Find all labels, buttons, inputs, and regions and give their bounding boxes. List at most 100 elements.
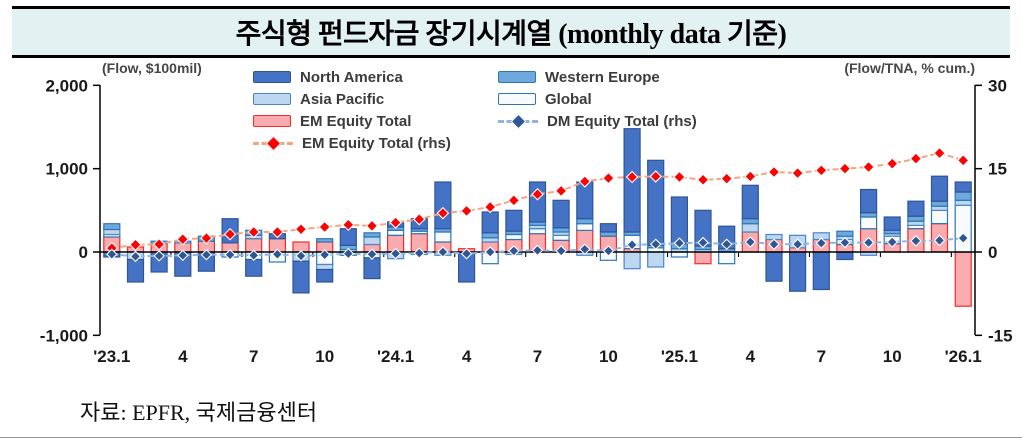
- bottom-divider: [0, 437, 1022, 438]
- dm_rhs-diamond-marker: [791, 238, 804, 250]
- em_rhs-diamond-marker: [649, 170, 663, 183]
- dm_rhs-diamond-marker: [508, 245, 520, 257]
- dm_rhs-diamond-marker: [484, 246, 496, 258]
- bar-segment-na: [859, 188, 878, 214]
- dm_rhs-diamond-marker: [555, 245, 567, 257]
- left-axis-tick-label: 2,000: [45, 76, 88, 95]
- bar-segment-ap: [907, 220, 925, 226]
- bar-segment-na: [245, 258, 263, 277]
- em_rhs-diamond-marker: [436, 206, 450, 220]
- right-axis-unit-label: (Flow/TNA, % cum.): [844, 60, 975, 76]
- em_rhs-diamond-marker: [389, 216, 402, 229]
- dm_rhs-diamond-marker: [366, 248, 378, 260]
- bar-segment-em: [954, 251, 972, 307]
- em_rhs-diamond-marker: [412, 212, 426, 226]
- dm_rhs-diamond-marker: [815, 237, 828, 249]
- dm_rhs-diamond-marker: [271, 248, 284, 260]
- dm_rhs-diamond-marker: [626, 239, 638, 251]
- bar-segment-we: [481, 232, 499, 239]
- em_rhs-diamond-marker: [578, 175, 592, 188]
- dm_rhs-diamond-marker: [673, 237, 686, 249]
- bar-segment-we: [954, 191, 972, 201]
- x-axis-label: 10: [315, 347, 334, 366]
- x-axis-label: 4: [746, 347, 756, 366]
- dm_rhs-diamond-marker: [649, 238, 662, 250]
- bar-segment-na: [316, 268, 334, 283]
- bar-segment-na: [552, 199, 570, 229]
- x-axis-label: '25.1: [661, 347, 698, 366]
- em_rhs-diamond-marker: [815, 164, 828, 177]
- x-axis-label: '23.1: [93, 347, 130, 366]
- bar-segment-we: [930, 200, 949, 207]
- dm_rhs-diamond-marker: [957, 232, 969, 244]
- x-axis-label: '24.1: [377, 347, 414, 366]
- dm_rhs-diamond-marker: [176, 249, 189, 262]
- dm_rhs-diamond-marker: [579, 243, 591, 255]
- bar-segment-na: [505, 209, 523, 232]
- bar-segment-we: [599, 231, 618, 237]
- bar-segment-na: [434, 181, 452, 230]
- bar-segment-ap: [316, 263, 334, 271]
- em_rhs-diamond-marker: [720, 172, 733, 185]
- bar-segment-ap: [647, 251, 665, 268]
- dm_rhs-diamond-marker: [933, 234, 946, 247]
- left-axis-tick-label: -1,000: [40, 326, 88, 345]
- em_rhs-diamond-marker: [318, 220, 331, 234]
- dm_rhs-diamond-marker: [531, 244, 544, 257]
- bar-segment-gl: [387, 229, 405, 236]
- dm_rhs-diamond-marker: [413, 247, 426, 259]
- bar-segment-ap: [363, 236, 381, 246]
- bar-segment-na: [363, 257, 381, 280]
- bar-segment-we: [363, 232, 381, 238]
- dm_rhs-diamond-marker: [602, 245, 615, 257]
- dm_rhs-diamond-marker: [153, 250, 165, 262]
- dm_rhs-diamond-marker: [744, 236, 757, 248]
- bar-segment-na: [599, 223, 618, 233]
- x-axis-label: 7: [817, 347, 826, 366]
- dm_rhs-diamond-marker: [129, 250, 142, 263]
- em_rhs-diamond-marker: [625, 170, 639, 184]
- em_rhs-diamond-marker: [460, 204, 473, 218]
- dm_rhs-diamond-marker: [389, 247, 402, 260]
- em_rhs-diamond-marker: [673, 170, 686, 184]
- em_rhs-diamond-marker: [909, 152, 923, 165]
- right-axis-tick-label: 0: [988, 243, 997, 262]
- em_rhs-diamond-marker: [602, 171, 615, 185]
- em_rhs-diamond-marker: [554, 184, 568, 198]
- dm_rhs-diamond-marker: [224, 249, 236, 261]
- dm_rhs-diamond-marker: [318, 249, 331, 261]
- em_rhs-diamond-marker: [885, 157, 899, 170]
- em_rhs-diamond-marker: [247, 225, 260, 239]
- bar-segment-we: [103, 223, 121, 231]
- right-axis-tick-label: 15: [988, 160, 1007, 179]
- bar-segment-ap: [741, 223, 759, 233]
- bar-segment-gl: [859, 216, 878, 230]
- right-axis-tick-label: -15: [988, 326, 1013, 345]
- dm_rhs-diamond-marker: [720, 238, 733, 250]
- bar-segment-ap: [954, 199, 972, 206]
- bar-segment-gl: [552, 234, 570, 241]
- bar-segment-we: [552, 227, 570, 233]
- em_rhs-diamond-marker: [200, 231, 213, 245]
- bar-segment-we: [316, 238, 334, 243]
- bar-segment-na: [788, 251, 807, 292]
- em_rhs-diamond-marker: [271, 225, 284, 239]
- em_rhs-diamond-marker: [838, 162, 852, 175]
- bar-segment-na: [339, 228, 357, 246]
- x-axis-label: '26.1: [945, 347, 982, 366]
- em_rhs-diamond-marker: [129, 238, 142, 252]
- bar-segment-we: [907, 215, 925, 222]
- em_rhs-diamond-marker: [956, 154, 970, 167]
- dm_rhs-diamond-marker: [200, 249, 213, 261]
- bar-segment-na: [907, 200, 925, 217]
- bar-segment-gl: [930, 209, 949, 225]
- x-axis-label: 7: [249, 347, 258, 366]
- bar-segment-na: [741, 184, 759, 220]
- em_rhs-diamond-marker: [152, 237, 166, 251]
- em_rhs-diamond-marker: [531, 187, 544, 201]
- left-axis-tick-label: 0: [79, 243, 88, 262]
- bar-segment-na: [883, 216, 901, 231]
- dm_rhs-diamond-marker: [342, 247, 355, 260]
